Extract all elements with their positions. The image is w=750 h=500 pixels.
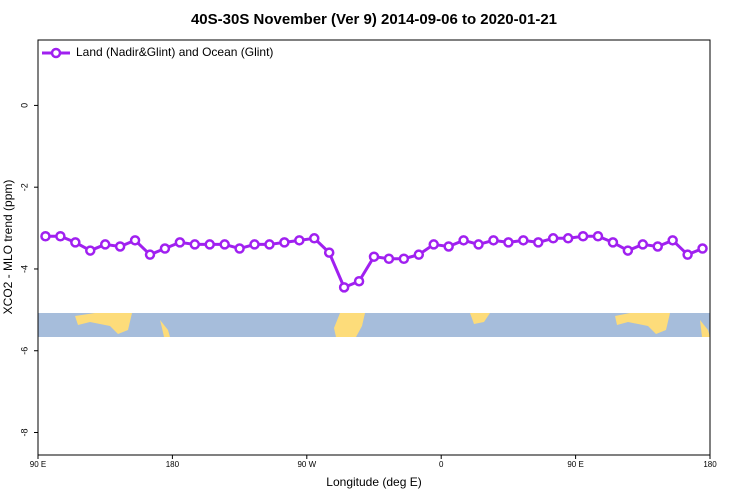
y-tick-label: -6: [19, 347, 29, 355]
data-point: [323, 247, 335, 258]
x-axis-label: Longitude (deg E): [326, 475, 421, 489]
data-point: [219, 239, 230, 250]
y-tick-label: 0: [19, 103, 29, 108]
data-point: [637, 239, 649, 250]
data-point: [264, 239, 275, 250]
data-point: [114, 241, 126, 252]
data-point: [458, 235, 469, 246]
data-point: [159, 243, 171, 254]
data-point: [309, 233, 320, 244]
map-strip: [38, 313, 710, 337]
x-tick-label: 90 E: [567, 460, 583, 469]
data-point: [129, 235, 141, 246]
data-point: [592, 231, 604, 242]
data-point: [473, 239, 484, 250]
data-point: [353, 275, 365, 287]
data-point: [413, 249, 425, 260]
data-point: [99, 239, 111, 250]
data-point: [234, 243, 245, 254]
data-point: [55, 231, 66, 242]
data-point: [652, 241, 663, 252]
data-point: [577, 231, 589, 242]
data-point: [85, 245, 96, 256]
data-point: [697, 243, 708, 254]
data-point: [249, 239, 260, 250]
x-tick-label: 180: [703, 460, 717, 469]
data-point: [204, 239, 215, 250]
legend-marker: [50, 47, 62, 59]
data-point: [428, 239, 439, 250]
x-tick-label: 90 E: [30, 460, 46, 469]
x-tick-label: 90 W: [297, 460, 316, 469]
data-point: [607, 237, 619, 248]
data-point: [368, 251, 380, 262]
y-tick-label: -2: [19, 183, 29, 191]
data-point: [383, 253, 395, 264]
data-point: [144, 249, 156, 260]
data-point: [294, 235, 305, 246]
y-tick-label: -8: [19, 429, 29, 437]
data-point: [40, 231, 51, 242]
data-point: [189, 239, 201, 250]
y-axis-label: XCO2 - MLO trend (ppm): [1, 180, 15, 315]
data-point: [174, 237, 186, 248]
data-point: [547, 233, 559, 244]
data-point: [279, 237, 290, 248]
x-tick-label: 180: [166, 460, 180, 469]
data-point: [338, 282, 350, 293]
data-point: [488, 235, 499, 246]
legend-label: Land (Nadir&Glint) and Ocean (Glint): [76, 45, 273, 59]
plot-frame: [37, 39, 711, 456]
chart-title: 40S-30S November (Ver 9) 2014-09-06 to 2…: [191, 11, 557, 28]
data-point: [503, 237, 514, 248]
data-point: [562, 233, 574, 244]
data-point: [533, 237, 544, 248]
data-point: [682, 249, 693, 260]
data-point: [667, 235, 678, 246]
y-tick-label: -4: [19, 265, 29, 273]
data-point: [398, 253, 410, 264]
data-point: [622, 245, 634, 256]
data-point: [70, 237, 81, 248]
legend: Land (Nadir&Glint) and Ocean (Glint): [42, 45, 273, 59]
x-tick-label: 0: [439, 460, 444, 469]
data-point: [443, 241, 454, 252]
data-point: [518, 235, 529, 246]
